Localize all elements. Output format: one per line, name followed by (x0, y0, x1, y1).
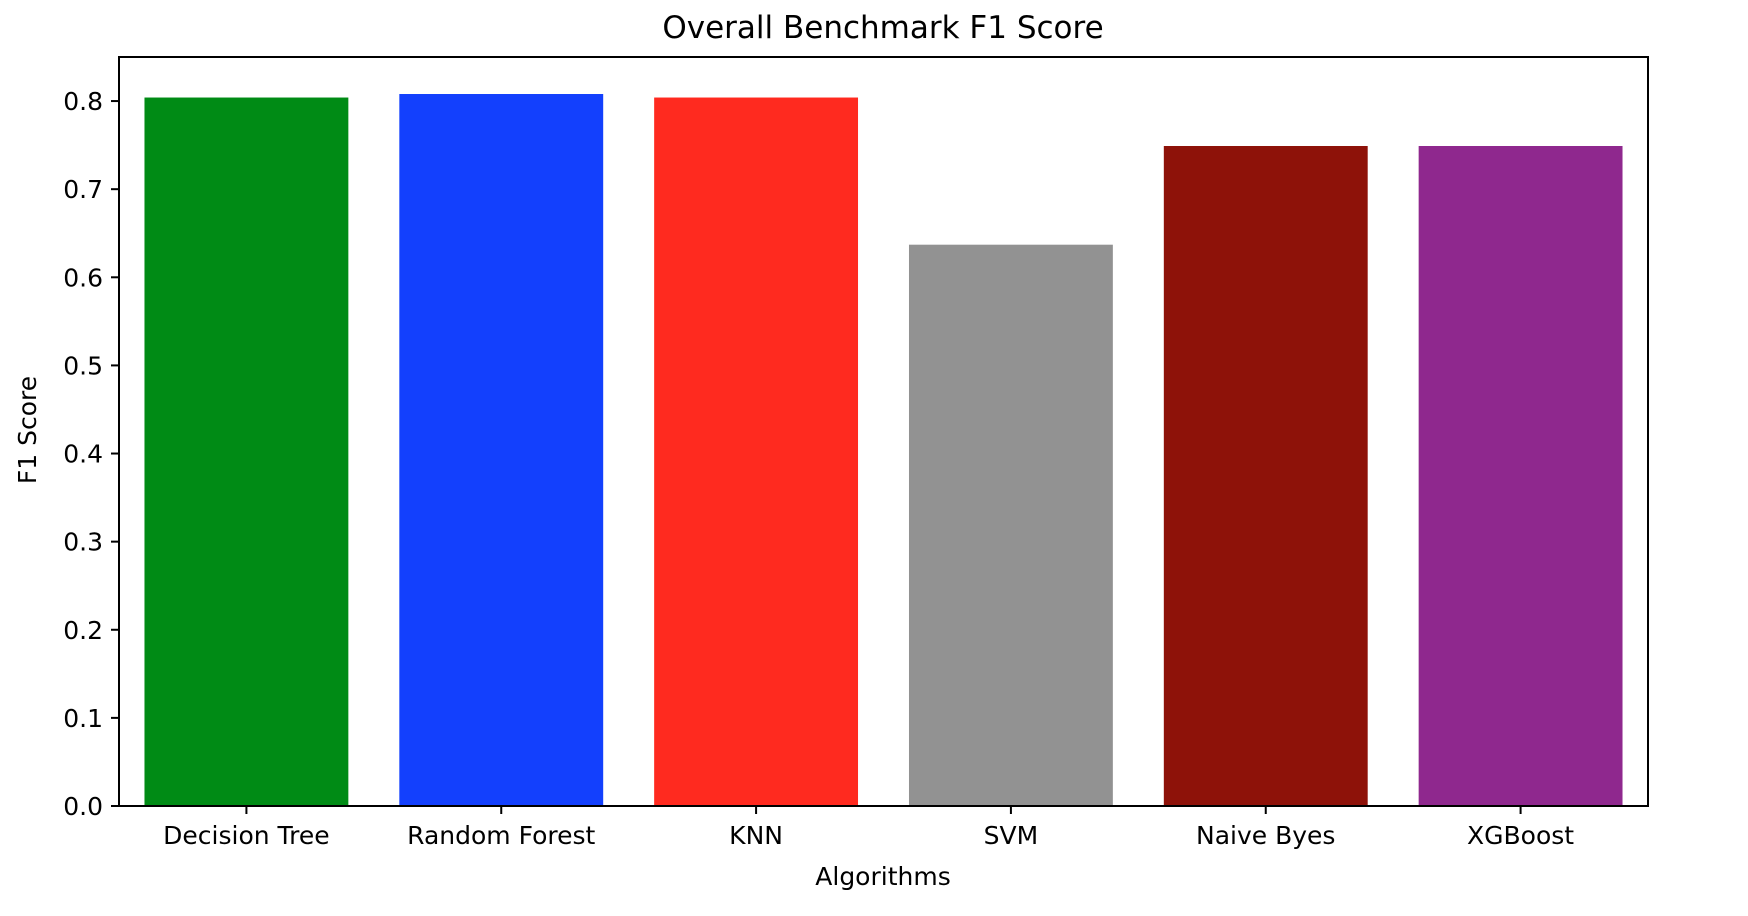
x-tick-label: KNN (729, 821, 783, 850)
y-tick-label: 0.7 (63, 175, 103, 204)
bar-naive-byes (1163, 146, 1368, 806)
x-axis-label: Algorithms (815, 862, 950, 891)
y-tick-label: 0.1 (63, 704, 103, 733)
bar-random-forest (399, 94, 604, 806)
y-tick-label: 0.6 (63, 263, 103, 292)
y-tick-label: 0.2 (63, 616, 103, 645)
y-tick-label: 0.5 (63, 351, 103, 380)
bar-knn (654, 97, 859, 806)
x-tick-label: Decision Tree (163, 821, 329, 850)
y-tick-label: 0.4 (63, 440, 103, 469)
x-tick-label: Random Forest (407, 821, 595, 850)
y-tick-label: 0.3 (63, 528, 103, 557)
bar-decision-tree (144, 97, 349, 806)
x-tick-label: XGBoost (1467, 821, 1574, 850)
y-tick-label: 0.0 (63, 792, 103, 821)
bar-xgboost (1418, 146, 1623, 806)
x-tick-label: Naive Byes (1196, 821, 1335, 850)
plot-frame (118, 56, 1649, 807)
plot-area: 0.0 0.1 0.2 0.3 0.4 0.5 0.6 0.7 0.8 Decision Tree… (63, 56, 1649, 850)
chart-title: Overall Benchmark F1 Score (662, 10, 1103, 46)
x-tick-label: SVM (984, 821, 1039, 850)
bar-svm (908, 244, 1113, 806)
y-tick-label: 0.8 (63, 87, 103, 116)
y-axis-label: F1 Score (13, 376, 42, 484)
